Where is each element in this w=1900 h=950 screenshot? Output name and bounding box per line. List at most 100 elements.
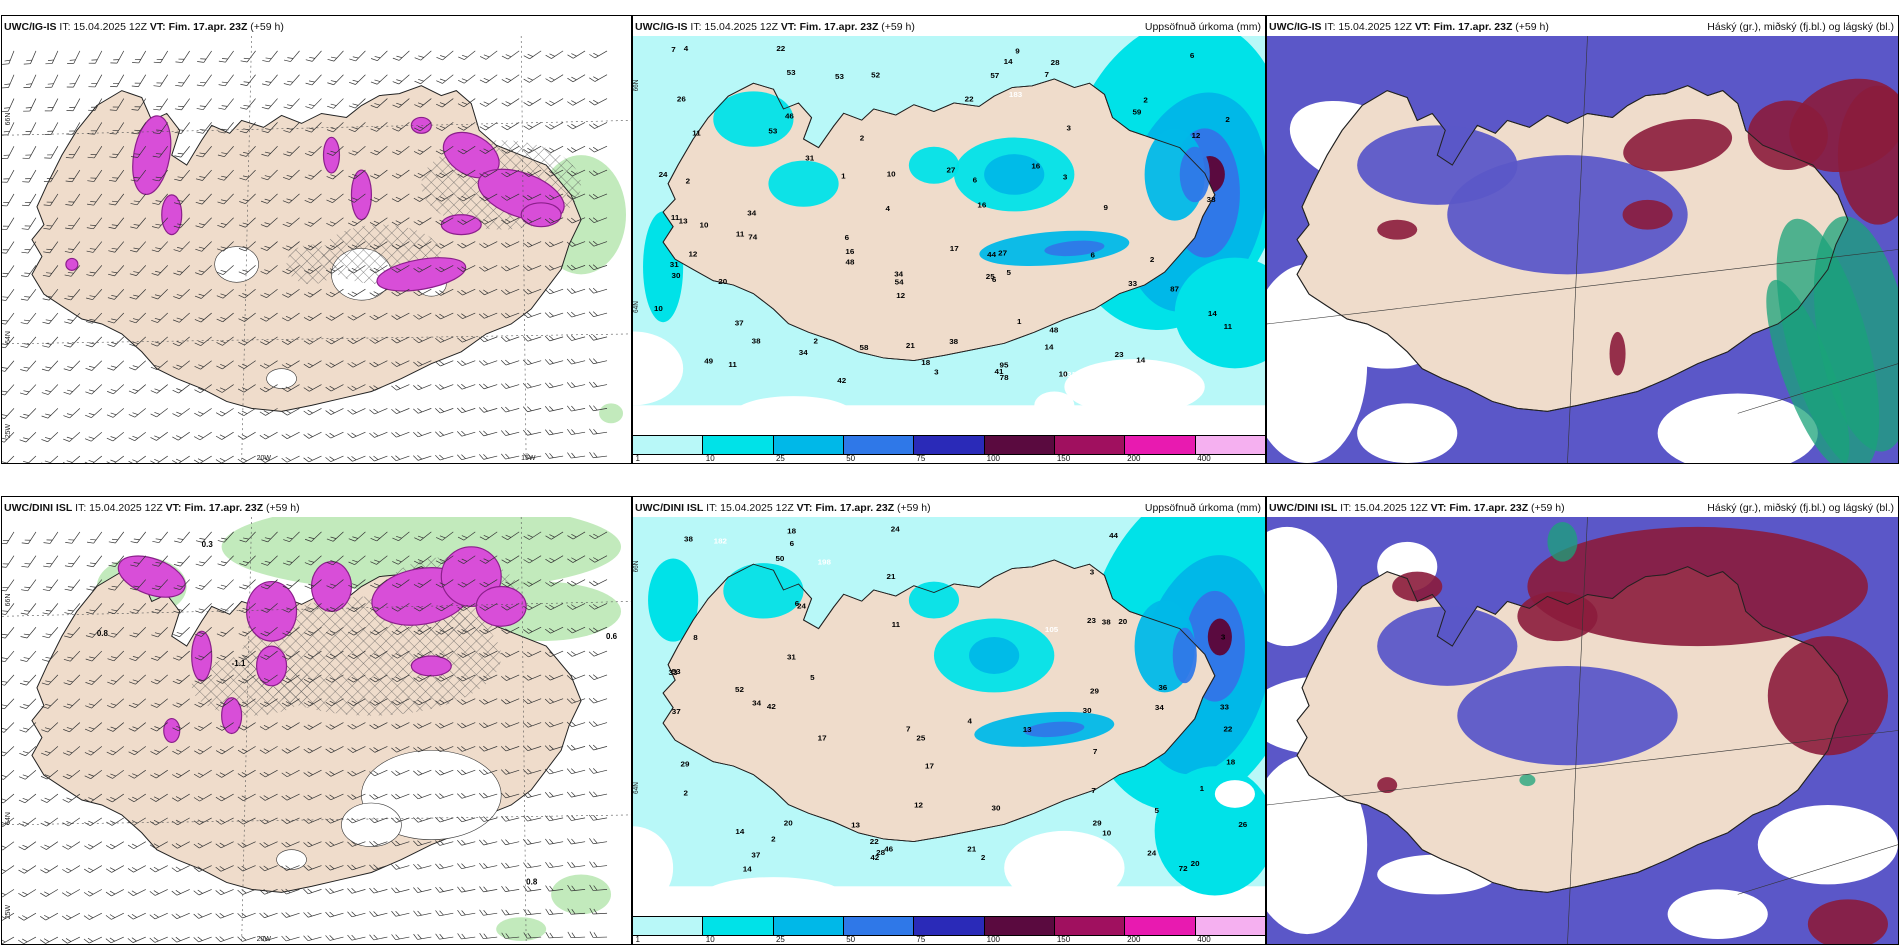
- wind-barb: [588, 217, 608, 224]
- wind-barb: [2, 50, 15, 65]
- wind-barb: [545, 122, 564, 130]
- init-time: IT: 15.04.2025 12Z: [75, 502, 163, 514]
- wind-barb: [479, 193, 498, 201]
- precip-value: 2: [684, 789, 688, 798]
- wind-barb: [501, 674, 520, 681]
- wind-barb: [435, 360, 454, 367]
- precip-value: 49: [704, 357, 713, 366]
- wind-barb: [152, 193, 169, 205]
- precip-value: 11: [728, 360, 737, 369]
- wind-barb: [500, 792, 520, 799]
- coastline: [662, 559, 1216, 842]
- wind-barb: [195, 579, 212, 590]
- precip-blob: [310, 561, 353, 612]
- wind-barb: [566, 768, 586, 775]
- wind-barb: [196, 146, 212, 158]
- wind-barb: [172, 455, 190, 463]
- wind-barb: [588, 721, 608, 727]
- wind-barb: [436, 531, 454, 541]
- precip-value: 20: [1118, 617, 1127, 626]
- wind-barb: [588, 311, 608, 318]
- clear-sky: [1667, 889, 1768, 940]
- precip-value: 1: [1017, 318, 1022, 327]
- wind-barb: [501, 885, 520, 892]
- wind-barb: [106, 408, 125, 418]
- mid-cloud-patch: [1392, 571, 1443, 602]
- wind-barb: [303, 841, 322, 848]
- wind-barb: [63, 698, 81, 709]
- wind-barb: [523, 579, 542, 587]
- wind-barb: [84, 431, 103, 442]
- wind-barb: [479, 698, 498, 705]
- precip-value: 44: [987, 250, 997, 259]
- wind-barb: [260, 265, 278, 275]
- wind-barb: [347, 288, 366, 297]
- high-cloud-patch: [1447, 155, 1688, 275]
- wind-barb: [215, 431, 234, 440]
- wind-barb: [457, 336, 476, 343]
- valid-time: VT: Fim. 17.apr. 23Z: [149, 21, 248, 33]
- wind-barb: [501, 50, 520, 60]
- wind-barb: [589, 50, 608, 59]
- wind-barb: [41, 650, 59, 662]
- wind-barb: [283, 74, 300, 86]
- wind-barb: [457, 769, 476, 776]
- wind-barb: [457, 555, 476, 564]
- low-cloud-patch: [1813, 216, 1898, 452]
- low-cloud-patch: [1766, 279, 1850, 463]
- wind-barb: [2, 674, 15, 686]
- wind-barb: [107, 674, 125, 685]
- wind-barb: [303, 935, 322, 942]
- precip-value: 38: [1207, 195, 1217, 204]
- wind-barb: [196, 122, 212, 134]
- wind-barb: [259, 865, 278, 872]
- wind-barb: [23, 50, 37, 65]
- wind-barb: [42, 579, 59, 591]
- wind-barb: [325, 769, 344, 777]
- wind-barb: [479, 288, 498, 296]
- wind-barb: [369, 384, 388, 391]
- wind-barb: [523, 909, 542, 916]
- wind-barb: [84, 817, 103, 826]
- wind-barb: [41, 408, 59, 419]
- white-patch: [341, 802, 402, 847]
- wind-barb: [391, 241, 410, 250]
- wind-barb: [194, 746, 212, 755]
- wind-barb: [130, 531, 147, 544]
- wind-barb: [106, 431, 125, 442]
- wind-barb: [567, 931, 586, 939]
- precip-value: 20: [1191, 859, 1200, 868]
- wind-barb: [238, 360, 256, 369]
- wind-barb: [588, 240, 608, 247]
- precip-blob: [520, 202, 562, 228]
- wind-barb: [479, 626, 498, 635]
- wind-barb: [304, 531, 322, 542]
- wind-barb: [260, 650, 278, 660]
- wind-barb: [303, 336, 322, 345]
- wind-barb: [303, 408, 322, 416]
- wind-barb: [325, 288, 344, 298]
- colorbar-swatch: [1125, 436, 1196, 454]
- precip-value: 5: [1154, 806, 1159, 815]
- precip-value: 13: [1023, 725, 1032, 734]
- wind-barb: [216, 312, 234, 323]
- wind-barb: [457, 793, 476, 799]
- wind-barb: [522, 382, 542, 389]
- wind-barb: [216, 674, 234, 684]
- wind-barb: [281, 698, 300, 707]
- precip-blob: [350, 169, 373, 221]
- high-cloud-patch: [1377, 606, 1518, 686]
- wind-barb: [218, 74, 234, 87]
- precip-value: 183: [1009, 90, 1022, 99]
- wind-barb: [500, 430, 520, 436]
- wind-barb: [544, 815, 564, 822]
- model-name: UWC/IG-IS: [635, 21, 688, 33]
- wind-barb: [84, 722, 103, 732]
- wind-barb: [435, 816, 454, 823]
- wind-barb: [43, 193, 59, 206]
- wind-barb: [20, 312, 37, 325]
- wind-barb: [348, 217, 366, 227]
- wind-barb: [501, 579, 520, 588]
- wind-barb: [370, 98, 388, 109]
- wind-barb: [193, 769, 212, 778]
